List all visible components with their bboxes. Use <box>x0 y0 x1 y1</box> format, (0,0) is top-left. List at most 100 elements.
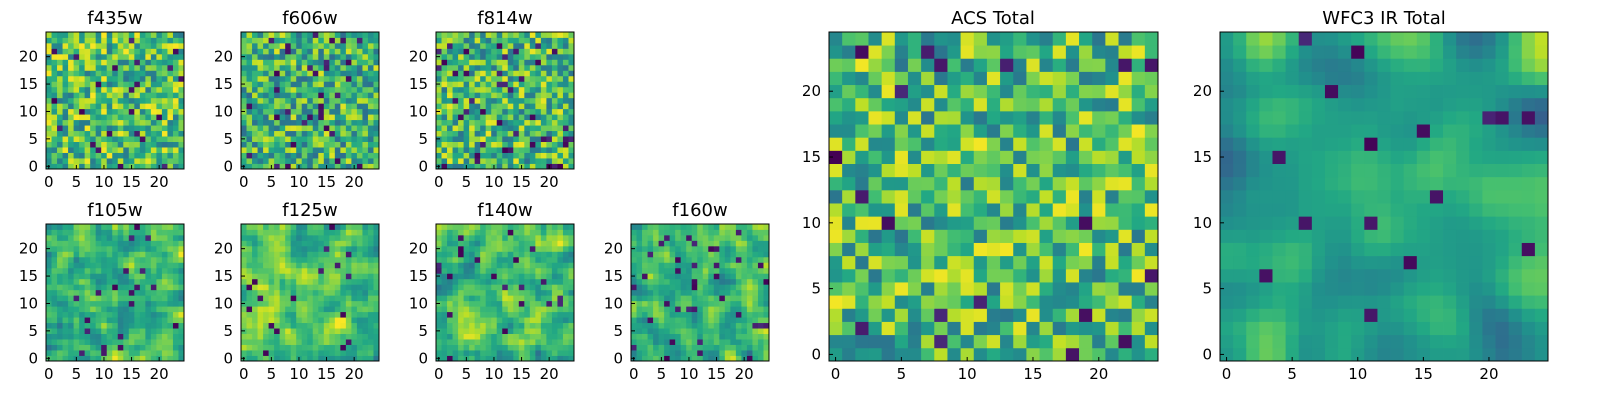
heatmap-cell <box>546 59 553 66</box>
heatmap-cell <box>51 75 58 82</box>
heatmap-cell <box>345 267 352 274</box>
heatmap-cell <box>139 53 146 60</box>
heatmap-cell <box>362 147 369 153</box>
heatmap-cell <box>172 141 179 148</box>
heatmap-cell <box>463 158 470 164</box>
heatmap-cell <box>312 81 319 88</box>
heatmap-cell <box>436 75 442 82</box>
heatmap-cell <box>123 75 130 82</box>
heatmap-cell <box>246 234 253 241</box>
heatmap-cell <box>502 42 509 49</box>
heatmap-cell <box>907 124 922 138</box>
heatmap-cell <box>139 81 146 88</box>
heatmap-cell <box>1039 176 1054 191</box>
heatmap-cell <box>568 92 575 99</box>
heatmap-cell <box>1052 137 1067 151</box>
heatmap-cell <box>675 245 682 252</box>
heatmap-cell <box>172 125 179 132</box>
heatmap-cell <box>540 64 547 71</box>
heatmap-cell <box>139 48 146 55</box>
heatmap-cell <box>463 32 470 38</box>
heatmap-cell <box>540 114 547 121</box>
heatmap-cell <box>474 158 481 164</box>
heatmap-cell <box>117 234 124 241</box>
heatmap-cell <box>713 245 720 252</box>
heatmap-cell <box>134 267 141 274</box>
heatmap-cell <box>128 350 135 356</box>
heatmap-cell <box>46 306 52 313</box>
heatmap-cell <box>653 311 659 318</box>
heatmap-cell <box>636 295 643 302</box>
heatmap-cell <box>986 242 1001 257</box>
heatmap-cell <box>757 267 764 274</box>
heatmap-cell <box>653 333 659 340</box>
heatmap-cell <box>546 92 553 99</box>
heatmap-cell <box>463 64 470 71</box>
heatmap-cell <box>562 48 569 55</box>
heatmap-cell <box>318 70 325 77</box>
heatmap-cell <box>241 251 247 258</box>
heatmap-cell <box>458 130 464 137</box>
heatmap-cell <box>763 267 770 274</box>
heatmap-cell <box>529 273 536 280</box>
heatmap-cell <box>463 59 470 66</box>
heatmap-cell <box>172 339 179 345</box>
heatmap-cell <box>362 97 369 104</box>
heatmap-cell <box>535 278 542 285</box>
heatmap-cell <box>491 284 498 291</box>
heatmap-cell <box>680 289 687 296</box>
heatmap-cell <box>1000 308 1014 322</box>
heatmap-cell <box>708 245 715 252</box>
heatmap-cell <box>296 86 303 93</box>
heatmap-cell <box>334 344 341 351</box>
heatmap-cell <box>167 103 174 110</box>
heatmap-cell <box>960 189 975 204</box>
heatmap-cell <box>62 147 69 153</box>
heatmap-cell <box>757 256 764 263</box>
heatmap-cell <box>351 64 358 71</box>
heatmap-cell <box>713 229 720 236</box>
heatmap-cell <box>167 333 174 340</box>
x-tick-label: 20 <box>735 365 754 383</box>
heatmap-cell <box>73 103 80 110</box>
heatmap-cell <box>513 306 520 313</box>
heatmap-cell <box>57 59 63 66</box>
heatmap-cell <box>312 108 319 115</box>
heatmap-cell <box>642 262 648 269</box>
heatmap-cell <box>441 136 448 142</box>
heatmap-cell <box>290 273 297 280</box>
heatmap-cell <box>68 108 74 115</box>
heatmap-cell <box>921 242 935 257</box>
heatmap-cell <box>485 278 492 285</box>
heatmap-cell <box>318 86 325 93</box>
heatmap-cell <box>62 256 69 263</box>
heatmap-cell <box>658 344 665 351</box>
heatmap-cell <box>362 278 369 285</box>
heatmap-cell <box>502 289 509 296</box>
heatmap-cell <box>480 229 487 236</box>
heatmap-cell <box>367 339 374 345</box>
heatmap-cell <box>345 322 352 329</box>
heatmap-cell <box>167 92 174 99</box>
heatmap-cell <box>691 229 698 236</box>
heatmap-cell <box>568 267 575 274</box>
heatmap-cell <box>134 163 141 170</box>
heatmap-cell <box>502 53 509 60</box>
heatmap-cell <box>268 147 275 153</box>
heatmap-cell <box>257 322 264 329</box>
heatmap-cell <box>134 344 141 351</box>
heatmap-cell <box>307 59 314 66</box>
heatmap-cell <box>529 262 536 269</box>
heatmap-cell <box>540 32 547 38</box>
heatmap-cell <box>323 267 330 274</box>
heatmap-cell <box>241 59 247 66</box>
heatmap-cell <box>263 92 269 99</box>
heatmap-cell <box>502 75 509 82</box>
heatmap-cell <box>301 350 308 356</box>
heatmap-cell <box>1118 229 1133 243</box>
heatmap-cell <box>752 240 759 247</box>
heatmap-cell <box>513 75 520 82</box>
heatmap-cell <box>1118 189 1133 204</box>
heatmap-cell <box>868 255 883 270</box>
heatmap-cell <box>524 306 531 313</box>
